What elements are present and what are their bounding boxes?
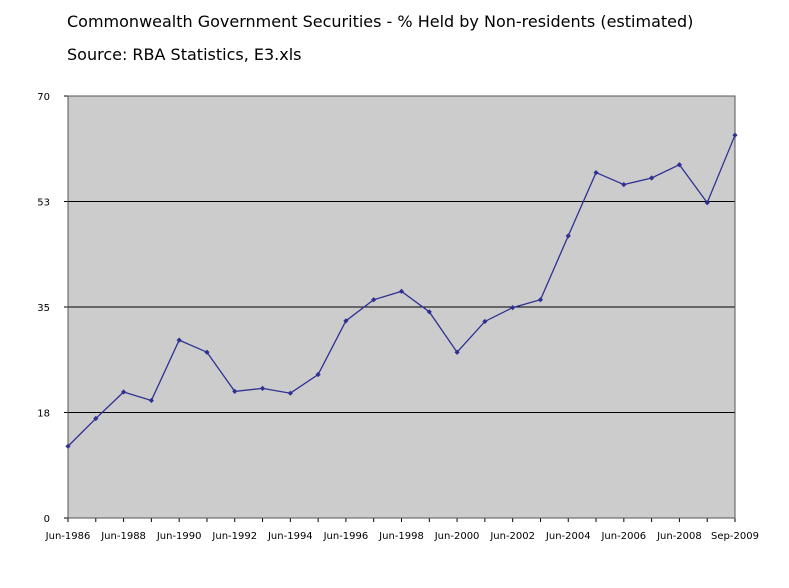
x-tick-label: Jun-1988 [100, 531, 146, 542]
chart-subtitle: Source: RBA Statistics, E3.xls [67, 45, 302, 64]
x-tick-label: Jun-2000 [434, 531, 480, 542]
data-point [232, 388, 238, 394]
x-tick-label: Jun-1990 [156, 531, 202, 542]
x-tick-label: Jun-2006 [600, 531, 646, 542]
x-tick-label: Jun-1994 [267, 531, 313, 542]
data-point [704, 200, 710, 206]
data-point [315, 371, 321, 378]
x-tick-label: Sep-2009 [711, 531, 759, 542]
data-point [176, 337, 182, 343]
plot-border [67, 95, 736, 519]
y-tick-label: 70 [37, 92, 50, 103]
y-tick-label: 0 [44, 514, 50, 525]
data-point [565, 233, 571, 239]
x-tick-label: Jun-2008 [656, 531, 702, 542]
data-point [732, 132, 738, 138]
y-tick-label: 35 [37, 303, 50, 314]
data-point [621, 182, 627, 188]
chart-title: Commonwealth Government Securities - % H… [67, 12, 694, 31]
data-point [398, 288, 405, 294]
data-point [120, 389, 127, 395]
data-point [148, 397, 154, 404]
x-tick-label: Jun-2002 [489, 531, 535, 542]
data-point [371, 297, 377, 303]
x-tick-label: Jun-1992 [211, 531, 257, 542]
x-tick-label: Jun-1986 [45, 531, 91, 542]
data-point [482, 318, 488, 325]
data-point [93, 415, 99, 422]
data-point [287, 390, 293, 396]
data-point [510, 305, 516, 311]
data-point [454, 349, 460, 355]
y-tick-label: 53 [37, 198, 50, 209]
data-point [426, 309, 432, 315]
data-point [343, 318, 349, 324]
x-tick-label: Jun-1998 [378, 531, 424, 542]
data-point [649, 175, 655, 181]
data-point [259, 385, 266, 391]
data-point [65, 443, 71, 449]
x-tick-label: Jun-2004 [545, 531, 591, 542]
y-tick-label: 18 [37, 409, 50, 420]
data-point [537, 297, 544, 303]
data-point [204, 349, 210, 355]
data-point [593, 169, 599, 176]
x-tick-label: Jun-1996 [323, 531, 369, 542]
data-point [676, 162, 683, 168]
